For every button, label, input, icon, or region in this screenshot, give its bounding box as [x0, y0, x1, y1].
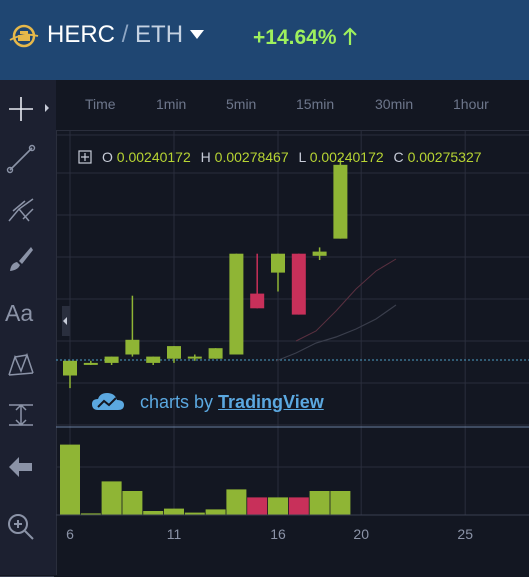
- candle-body: [312, 251, 327, 256]
- measure-icon: [9, 403, 33, 427]
- symbol-header: HERC / ETH +14.64%: [0, 0, 529, 80]
- volume-bar: [288, 497, 309, 515]
- candle-body: [83, 362, 98, 365]
- brush-tool[interactable]: [0, 236, 56, 282]
- crosshair-tool[interactable]: [0, 86, 56, 132]
- watermark: charts by TradingView: [140, 392, 324, 412]
- volume-bar: [60, 444, 80, 515]
- interval-bar: Time 1min 5min 15min 30min 1hour: [56, 80, 529, 131]
- chevron-down-icon[interactable]: [190, 30, 204, 39]
- interval-1hour[interactable]: 1hour: [453, 96, 489, 112]
- fib-tool[interactable]: [0, 186, 56, 232]
- price-chart[interactable]: 6 11 16 20 25: [56, 131, 529, 575]
- brush-icon: [10, 247, 33, 271]
- volume-bar: [80, 513, 101, 515]
- interval-30min[interactable]: 30min: [375, 96, 414, 112]
- low-label: L: [298, 149, 306, 165]
- volume-bars: [60, 444, 351, 515]
- candle-body: [229, 253, 244, 355]
- candle-body: [291, 253, 306, 315]
- zoom-tool[interactable]: [0, 504, 56, 550]
- x-tick-label: 11: [167, 526, 182, 542]
- candle-body: [208, 348, 223, 359]
- ohlc-legend: O 0.00240172 H 0.00278467 L 0.00240172 C…: [102, 148, 482, 166]
- volume-bar: [122, 491, 143, 515]
- interval-15min[interactable]: 15min: [296, 96, 335, 112]
- tradingview-link[interactable]: TradingView: [218, 392, 324, 412]
- candle-body: [104, 356, 119, 363]
- x-tick-label: 25: [457, 526, 473, 542]
- zoom-in-icon: [8, 514, 34, 540]
- volume-bar: [101, 481, 122, 515]
- tradingview-cloud-icon: [92, 393, 124, 410]
- candle-body: [271, 253, 285, 273]
- open-value: 0.00240172: [116, 149, 191, 165]
- interval-time[interactable]: Time: [85, 96, 116, 112]
- quote-symbol: ETH: [135, 21, 184, 48]
- volume-bar: [143, 511, 164, 515]
- candle-body: [125, 339, 140, 355]
- volume-bar: [164, 508, 184, 515]
- chart-grid: [56, 131, 529, 515]
- volume-bar: [247, 497, 268, 515]
- text-tool[interactable]: Aa: [0, 290, 56, 336]
- symbol-pair[interactable]: HERC / ETH: [47, 20, 183, 50]
- high-value: 0.00278467: [214, 149, 289, 165]
- base-symbol: HERC: [47, 21, 116, 48]
- x-tick-label: 6: [66, 526, 74, 542]
- candle-body: [187, 356, 202, 359]
- close-label: C: [393, 149, 404, 165]
- price-change: +14.64%: [253, 26, 337, 49]
- pair-separator: /: [121, 21, 129, 48]
- herc-logo-icon: [9, 24, 39, 48]
- legend-toggle-icon[interactable]: [78, 150, 92, 164]
- candle-body: [146, 356, 161, 363]
- candle-body: [333, 164, 348, 239]
- pattern-tool[interactable]: [0, 342, 56, 388]
- open-label: O: [102, 149, 113, 165]
- volume-bar: [330, 491, 351, 515]
- volume-bar: [268, 497, 288, 515]
- low-value: 0.00240172: [309, 149, 384, 165]
- trend-line-icon: [6, 144, 36, 174]
- tool-menu-arrow-icon[interactable]: [45, 104, 49, 112]
- trend-line-tool[interactable]: [0, 136, 56, 182]
- text-icon: Aa: [5, 300, 34, 326]
- ma-line-2: [275, 304, 397, 362]
- collapse-toolbar-button[interactable]: [62, 306, 70, 336]
- x-tick-label: 16: [270, 526, 286, 542]
- candle-body: [167, 346, 181, 359]
- volume-bar: [184, 512, 205, 515]
- interval-1min[interactable]: 1min: [156, 96, 187, 112]
- candles: [63, 158, 348, 389]
- time-axis: 6 11 16 20 25: [66, 526, 473, 542]
- arrow-up-icon: [343, 27, 357, 45]
- pattern-icon: [8, 352, 34, 376]
- candle-body: [250, 293, 265, 309]
- high-label: H: [200, 149, 211, 165]
- arrow-left-icon: [9, 457, 32, 477]
- drawing-toolbar: Aa: [0, 80, 57, 577]
- interval-5min[interactable]: 5min: [226, 96, 257, 112]
- volume-bar: [226, 489, 247, 515]
- watermark-prefix: charts by: [140, 392, 214, 412]
- volume-bar: [309, 491, 330, 515]
- close-value: 0.00275327: [407, 149, 482, 165]
- pitchfork-icon: [8, 198, 34, 222]
- candle-body: [63, 360, 77, 376]
- ma-line-1: [295, 258, 397, 342]
- x-tick-label: 20: [353, 526, 369, 542]
- crosshair-icon: [9, 97, 33, 121]
- back-tool[interactable]: [0, 444, 56, 490]
- measure-tool[interactable]: [0, 392, 56, 438]
- volume-bar: [205, 509, 226, 515]
